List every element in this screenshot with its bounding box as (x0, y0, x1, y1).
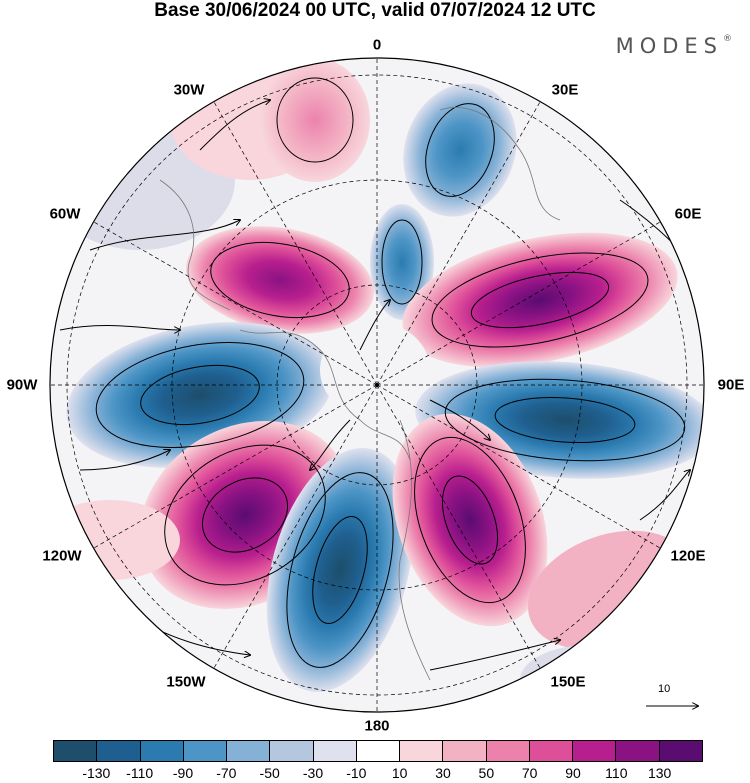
wind-scale-value: 10 (658, 683, 671, 695)
lon-label-150e: 150E (550, 673, 586, 691)
colorbar-tick-label: -90 (172, 765, 194, 781)
lon-label-180: 180 (364, 717, 390, 735)
map-boundary (49, 57, 705, 713)
colorbar-swatch (400, 741, 444, 761)
lon-label-30e: 30E (551, 81, 579, 99)
anomaly-low-north-east (403, 83, 517, 217)
registered-mark: ® (723, 34, 732, 44)
colorbar-swatch (616, 741, 660, 761)
anomaly-low-center-north (370, 204, 434, 320)
colorbar-tick-label: 10 (391, 765, 408, 781)
colorbar-swatch (573, 741, 617, 761)
modes-logo: MODES® (616, 34, 732, 58)
anomaly-high-north-west (186, 226, 374, 334)
lon-label-0: 0 (372, 36, 382, 54)
colorbar-swatch (529, 741, 574, 761)
colorbar-tick-label: -110 (126, 765, 154, 781)
map-title: Base 30/06/2024 00 UTC, valid 07/07/2024… (154, 0, 596, 21)
colorbar-swatch (356, 741, 401, 761)
graticule (50, 58, 704, 712)
colorbar-tick-label: 30 (435, 765, 451, 781)
colorbar-tick-label: -70 (216, 765, 237, 781)
lon-label-60w: 60W (49, 205, 81, 223)
anomaly-low-south (266, 447, 414, 693)
anomaly-high-east (402, 232, 678, 368)
streamlines (59, 77, 690, 671)
colorbar-tick-label: 90 (565, 765, 581, 781)
colorbar-tick-label: 130 (647, 765, 672, 781)
lon-label-120w: 120W (42, 547, 82, 565)
colorbar-tick-label: 110 (605, 765, 628, 781)
colorbar-swatch (443, 741, 487, 761)
colorbar-swatch (486, 741, 530, 761)
anomaly-high-south-east (392, 413, 548, 627)
colorbar-swatch (659, 741, 702, 761)
colorbar-tick-label: 70 (521, 765, 538, 781)
anomaly-field (50, 58, 704, 712)
colorbar-swatch (313, 741, 357, 761)
lon-label-150w: 150W (166, 673, 206, 691)
lon-label-30w: 30W (173, 81, 205, 99)
colorbar (53, 740, 703, 762)
colorbar-tick-label: -50 (259, 765, 280, 781)
colorbar-tick-label: -30 (302, 765, 324, 781)
colorbar-swatch (227, 741, 271, 761)
colorbar-swatch (97, 741, 141, 761)
lon-label-90w: 90W (6, 376, 38, 394)
colorbar-swatch (183, 741, 228, 761)
lon-label-120e: 120E (670, 547, 706, 565)
lon-label-90e: 90E (717, 376, 745, 394)
brand-name: MODES (615, 34, 723, 58)
colorbar-tick-label: 50 (478, 765, 495, 781)
colorbar-swatch (270, 741, 314, 761)
colorbar-tick-label: -130 (82, 765, 111, 781)
anomaly-high-north (260, 58, 370, 182)
colorbar-tick-label: -10 (346, 765, 367, 781)
north-pole-marker (375, 383, 379, 387)
colorbar-swatch (54, 741, 98, 761)
colorbar-swatch (140, 741, 184, 761)
lon-label-60e: 60E (674, 205, 702, 223)
coastlines (159, 107, 601, 701)
